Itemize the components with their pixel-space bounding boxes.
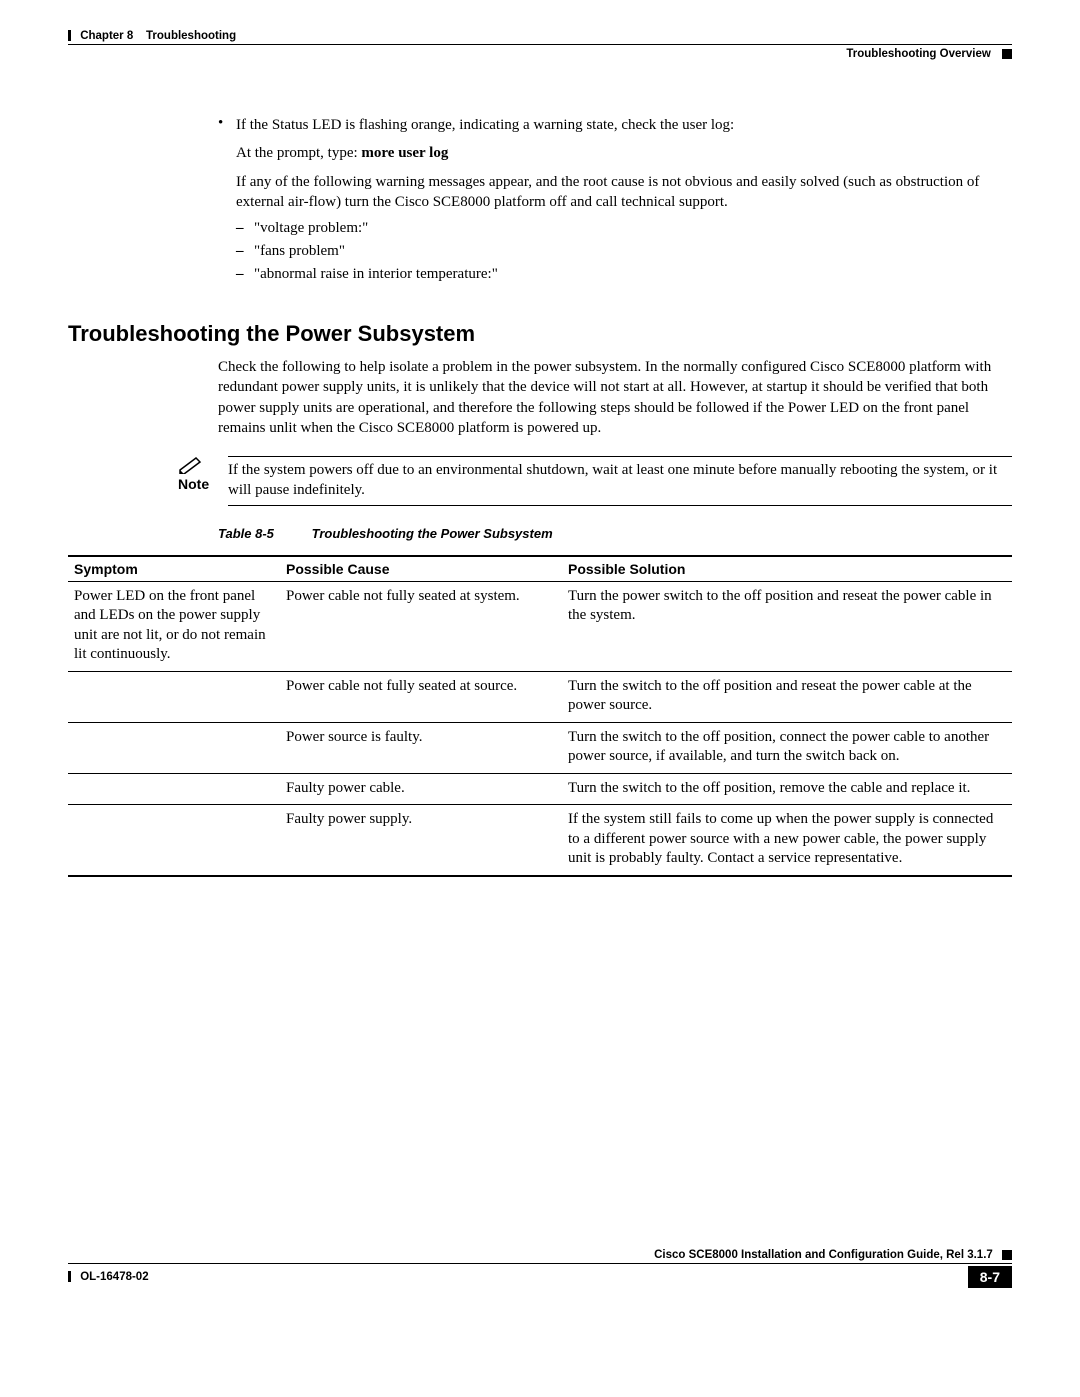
note-block: Note If the system powers off due to an … — [68, 456, 1012, 506]
table-row: Faulty power cable. Turn the switch to t… — [68, 773, 1012, 805]
cell-cause: Faulty power cable. — [280, 773, 562, 805]
chapter-title: Troubleshooting — [146, 30, 236, 42]
troubleshooting-table: Symptom Possible Cause Possible Solution… — [68, 555, 1012, 877]
cell-symptom — [68, 671, 280, 722]
note-label: Note — [178, 476, 218, 492]
cell-solution: Turn the switch to the off position and … — [562, 671, 1012, 722]
prompt-command: more user log — [361, 145, 448, 161]
cell-cause: Power cable not fully seated at system. — [280, 581, 562, 671]
table-row: Power source is faulty. Turn the switch … — [68, 722, 1012, 773]
cell-solution: Turn the switch to the off position, rem… — [562, 773, 1012, 805]
header-square-icon — [1002, 49, 1012, 59]
chapter-header-left: Chapter 8 Troubleshooting — [68, 30, 1012, 42]
sub-bullet-text: "voltage problem:" — [254, 220, 368, 237]
cell-cause: Faulty power supply. — [280, 805, 562, 876]
sub-bullet-text: "fans problem" — [254, 243, 345, 260]
cell-symptom — [68, 722, 280, 773]
sub-bullet-text: "abnormal raise in interior temperature:… — [254, 266, 498, 283]
footer-guide-title: Cisco SCE8000 Installation and Configura… — [654, 1249, 993, 1261]
prompt-prefix: At the prompt, type: — [236, 145, 361, 161]
cell-cause: Power cable not fully seated at source. — [280, 671, 562, 722]
warning-paragraph: If any of the following warning messages… — [236, 172, 1012, 213]
section-header-right: Troubleshooting Overview — [846, 48, 1012, 60]
section-paragraph: Check the following to help isolate a pr… — [218, 357, 1012, 438]
bullet-icon: • — [218, 115, 236, 135]
dash-icon: – — [236, 266, 254, 283]
dash-icon: – — [236, 243, 254, 260]
table-header-row: Symptom Possible Cause Possible Solution — [68, 556, 1012, 582]
cell-solution: Turn the power switch to the off positio… — [562, 581, 1012, 671]
cell-symptom — [68, 773, 280, 805]
page-footer: Cisco SCE8000 Installation and Configura… — [68, 1249, 1012, 1288]
table-row: Power cable not fully seated at source. … — [68, 671, 1012, 722]
intro-content: • If the Status LED is flashing orange, … — [218, 115, 1012, 283]
note-body: If the system powers off due to an envir… — [228, 456, 1012, 506]
cell-solution: If the system still fails to come up whe… — [562, 805, 1012, 876]
cell-symptom — [68, 805, 280, 876]
section-overview-title: Troubleshooting Overview — [846, 48, 990, 60]
chapter-num: Chapter 8 — [80, 30, 133, 42]
col-symptom: Symptom — [68, 556, 280, 582]
page-number: 8-7 — [968, 1266, 1012, 1288]
footer-doc-id: OL-16478-02 — [80, 1271, 148, 1283]
cell-solution: Turn the switch to the off position, con… — [562, 722, 1012, 773]
page-header: Chapter 8 Troubleshooting Troubleshootin… — [68, 30, 1012, 45]
pencil-icon — [178, 456, 204, 474]
col-cause: Possible Cause — [280, 556, 562, 582]
table-row: Faulty power supply. If the system still… — [68, 805, 1012, 876]
col-solution: Possible Solution — [562, 556, 1012, 582]
cell-symptom: Power LED on the front panel and LEDs on… — [68, 581, 280, 671]
table-caption: Table 8-5 Troubleshooting the Power Subs… — [218, 526, 1012, 541]
table-title: Troubleshooting the Power Subsystem — [312, 526, 553, 541]
footer-square-icon — [1002, 1250, 1012, 1260]
table-number: Table 8-5 — [218, 526, 308, 541]
table-row: Power LED on the front panel and LEDs on… — [68, 581, 1012, 671]
section-heading: Troubleshooting the Power Subsystem — [68, 321, 1012, 347]
dash-icon: – — [236, 220, 254, 237]
bullet-text: If the Status LED is flashing orange, in… — [236, 115, 1012, 135]
cell-cause: Power source is faulty. — [280, 722, 562, 773]
